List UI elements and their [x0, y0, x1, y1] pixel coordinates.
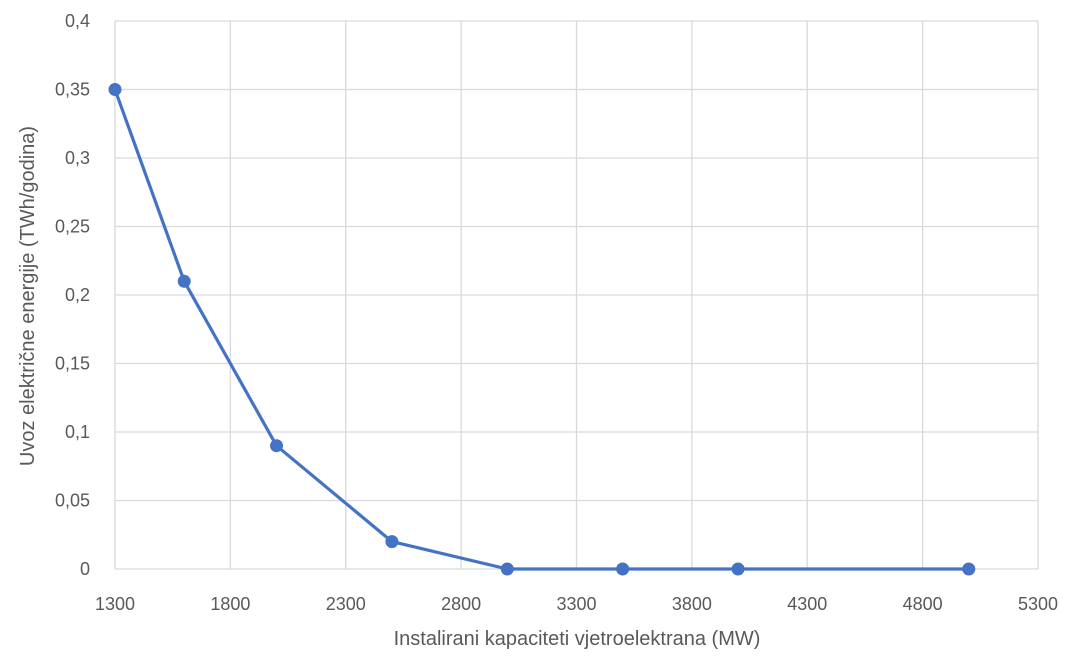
data-point	[731, 562, 745, 576]
y-axis-ticks: 0 0,05 0,1 0,15 0,2 0,25 0,3 0,35 0,4	[55, 11, 90, 579]
y-tick-label: 0,05	[55, 491, 90, 511]
series	[108, 83, 976, 576]
x-tick-label: 4800	[903, 594, 943, 614]
x-axis-title: Instalirani kapaciteti vjetroelektrana (…	[394, 628, 761, 650]
data-point	[500, 562, 514, 576]
x-tick-label: 4300	[787, 594, 827, 614]
y-tick-label: 0,1	[65, 422, 90, 442]
x-tick-label: 2300	[326, 594, 366, 614]
data-point	[177, 274, 191, 288]
x-tick-label: 3300	[556, 594, 596, 614]
y-tick-label: 0	[80, 559, 90, 579]
data-point	[108, 83, 122, 96]
x-tick-label: 3800	[672, 594, 712, 614]
data-point	[962, 562, 976, 576]
x-axis-ticks: 1300 1800 2300 2800 3300 3800 4300 4800 5300	[95, 594, 1058, 614]
grid	[114, 20, 1039, 570]
y-tick-label: 0,15	[55, 354, 90, 374]
y-tick-label: 0,2	[65, 285, 90, 305]
data-point	[385, 535, 399, 549]
series-line	[113, 87, 971, 571]
x-tick-label: 2800	[441, 594, 481, 614]
y-tick-label: 0,25	[55, 217, 90, 237]
x-tick-label: 5300	[1018, 594, 1058, 614]
y-tick-label: 0,35	[55, 80, 90, 100]
data-point	[616, 562, 630, 576]
y-tick-label: 0,3	[65, 148, 90, 168]
x-tick-label: 1800	[210, 594, 250, 614]
y-axis-title: Uvoz električne energije (TWh/godina)	[17, 126, 39, 466]
data-point	[270, 439, 284, 453]
x-tick-label: 1300	[95, 594, 135, 614]
y-tick-label: 0,4	[65, 11, 90, 31]
